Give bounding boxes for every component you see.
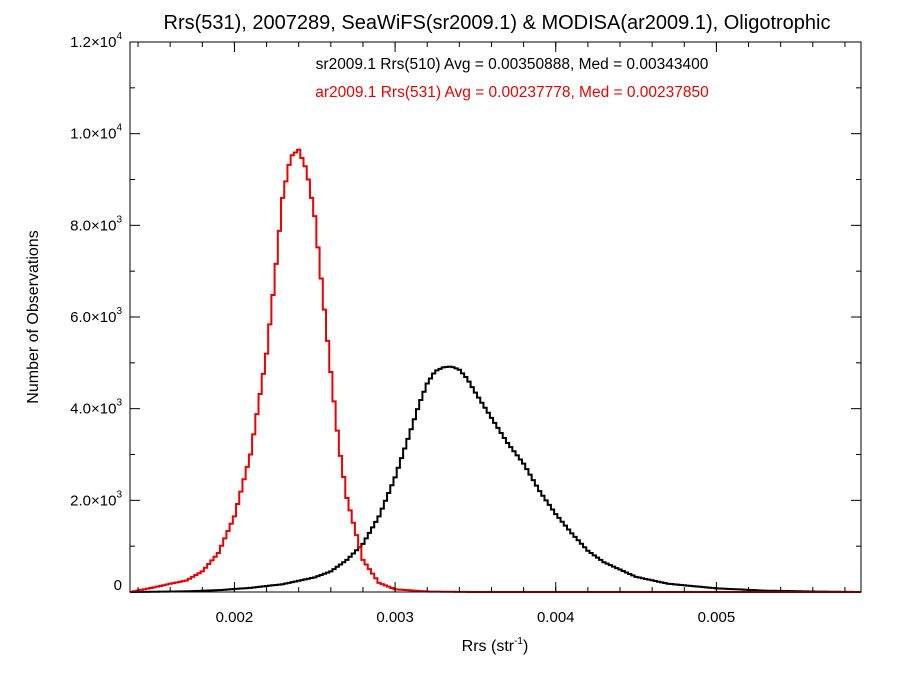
x-axis-label: Rrs (str-1) (462, 636, 529, 655)
series-ar2009-rrs531-line (130, 148, 861, 593)
y-tick-label: 4.0×103 (70, 398, 122, 418)
x-tick-label: 0.002 (216, 609, 254, 626)
y-tick-label: 1.0×104 (70, 123, 122, 143)
x-tick-label: 0.005 (698, 609, 736, 626)
y-tick-label: 8.0×103 (70, 214, 122, 234)
plot-frame (129, 41, 862, 593)
ticks-layer: 0.002 0.003 0.004 0.005 0 2.0×103 4.0×103 6.0×1… (70, 31, 861, 626)
x-tick-label: 0.004 (537, 609, 575, 626)
legend-entry-sr2009: sr2009.1 Rrs(510) Avg = 0.00350888, Med … (316, 56, 709, 73)
series-layer (130, 148, 861, 593)
y-axis-label: Number of Observations (25, 230, 42, 403)
y-tick-label: 2.0×103 (70, 489, 122, 509)
chart-title: Rrs(531), 2007289, SeaWiFS(sr2009.1) & M… (164, 12, 831, 34)
legend-entry-ar2009: ar2009.1 Rrs(531) Avg = 0.00237778, Med … (315, 84, 709, 101)
y-tick-label: 1.2×104 (70, 31, 122, 51)
y-tick-label: 6.0×103 (70, 306, 122, 326)
series-sr2009-rrs510-line (130, 365, 861, 593)
x-tick-label: 0.003 (376, 609, 414, 626)
y-tick-label: 0 (114, 577, 122, 594)
